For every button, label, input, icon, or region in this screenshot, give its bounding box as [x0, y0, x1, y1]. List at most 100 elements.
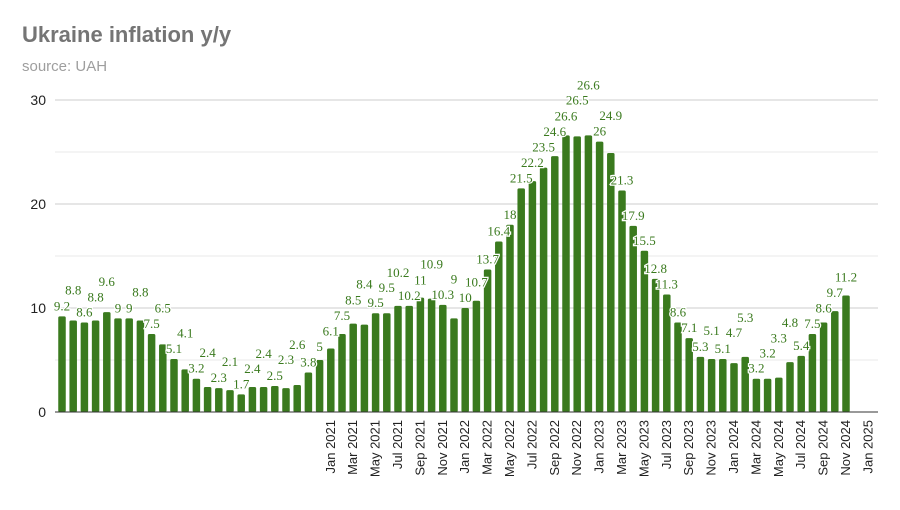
data-label: 9.5 [379, 280, 395, 295]
x-tick-label: May 2023 [636, 420, 651, 477]
bar [539, 167, 548, 412]
data-label: 26.5 [566, 92, 589, 107]
data-label: 10 [459, 290, 472, 305]
data-label: 5 [316, 339, 323, 354]
x-tick-label: Jul 2021 [390, 420, 405, 469]
data-label: 10.9 [420, 257, 443, 272]
bar [640, 250, 649, 412]
x-tick-label: Jul 2024 [793, 420, 808, 469]
data-label: 11.2 [835, 270, 857, 285]
data-label: 8.8 [87, 289, 103, 304]
data-label: 4.7 [726, 325, 743, 340]
data-label: 17.9 [622, 208, 645, 223]
data-label: 10.3 [431, 287, 454, 302]
bar [304, 372, 313, 412]
data-label: 26 [593, 124, 607, 139]
bar [271, 386, 279, 412]
data-label: 2.3 [211, 370, 227, 385]
bar [461, 308, 469, 412]
data-label: 6.5 [155, 300, 171, 315]
bar [595, 141, 604, 412]
bar [775, 377, 783, 412]
bar [483, 269, 492, 412]
data-label: 26.6 [555, 108, 578, 123]
x-tick-label: May 2021 [368, 420, 383, 477]
bar [248, 387, 257, 412]
bar [80, 322, 89, 412]
bar [786, 362, 794, 412]
data-label: 22.2 [521, 155, 544, 170]
x-tick-label: Jan 2021 [323, 420, 338, 474]
bar [517, 188, 525, 412]
data-label: 8.6 [815, 301, 832, 316]
data-label: 10.2 [398, 288, 421, 303]
data-label: 9.2 [54, 298, 70, 313]
bar [663, 294, 671, 412]
data-label: 1.7 [233, 376, 250, 391]
bar [808, 334, 817, 412]
data-label: 3.8 [300, 354, 316, 369]
bar [226, 390, 234, 412]
bar [360, 324, 369, 412]
data-label: 10.2 [387, 265, 410, 280]
x-tick-label: Mar 2022 [480, 420, 495, 475]
data-label: 2.1 [222, 354, 238, 369]
data-label: 21.5 [510, 170, 533, 185]
bar [551, 156, 559, 412]
data-label: 8.5 [345, 293, 361, 308]
data-label: 5.3 [737, 310, 753, 325]
x-tick-label: Jan 2023 [592, 420, 607, 474]
x-tick-label: Sep 2022 [547, 420, 562, 476]
bar [405, 305, 413, 412]
y-tick-label: 20 [30, 196, 46, 212]
data-label: 3.2 [748, 361, 764, 376]
chart-subtitle: source: UAH [22, 58, 108, 75]
bar [629, 225, 637, 412]
bar [651, 278, 660, 412]
bar [562, 135, 570, 413]
bar [147, 334, 156, 412]
data-label: 6.1 [323, 324, 339, 339]
data-label: 18 [504, 207, 517, 222]
data-label: 8.8 [132, 284, 148, 299]
bar [685, 338, 693, 412]
bar [215, 388, 223, 412]
bar [696, 356, 705, 412]
data-label: 5.3 [692, 339, 708, 354]
data-label: 9.7 [827, 285, 844, 300]
bar [730, 363, 738, 412]
data-label: 9.6 [99, 274, 116, 289]
data-label: 21.3 [611, 172, 634, 187]
x-tick-label: Sep 2024 [816, 420, 831, 476]
chart-title: Ukraine inflation y/y [22, 22, 232, 47]
data-label: 4.1 [177, 325, 193, 340]
data-label: 15.5 [633, 233, 656, 248]
data-label: 2.6 [289, 337, 306, 352]
x-tick-label: Nov 2024 [838, 420, 853, 476]
data-label: 5.1 [166, 341, 182, 356]
bar [282, 388, 290, 412]
bar [607, 153, 615, 413]
data-label: 5.4 [793, 338, 810, 353]
x-tick-label: Sep 2023 [681, 420, 696, 476]
bar [192, 378, 201, 412]
data-label: 7.5 [804, 316, 820, 331]
bar [371, 313, 380, 412]
x-tick-label: Sep 2021 [412, 420, 427, 476]
data-label: 8.6 [670, 305, 687, 320]
bar [114, 318, 122, 412]
bar [495, 241, 503, 412]
bar [103, 312, 111, 412]
bar [237, 394, 245, 412]
data-label: 10.7 [465, 275, 488, 290]
data-label: 7.5 [143, 316, 159, 331]
data-label: 2.3 [278, 352, 294, 367]
bar [69, 320, 77, 412]
x-tick-label: Jul 2022 [524, 420, 539, 469]
data-label: 2.4 [244, 361, 261, 376]
bar [763, 378, 772, 412]
bar [293, 384, 301, 412]
bar [528, 181, 537, 412]
data-label: 9.5 [367, 295, 383, 310]
